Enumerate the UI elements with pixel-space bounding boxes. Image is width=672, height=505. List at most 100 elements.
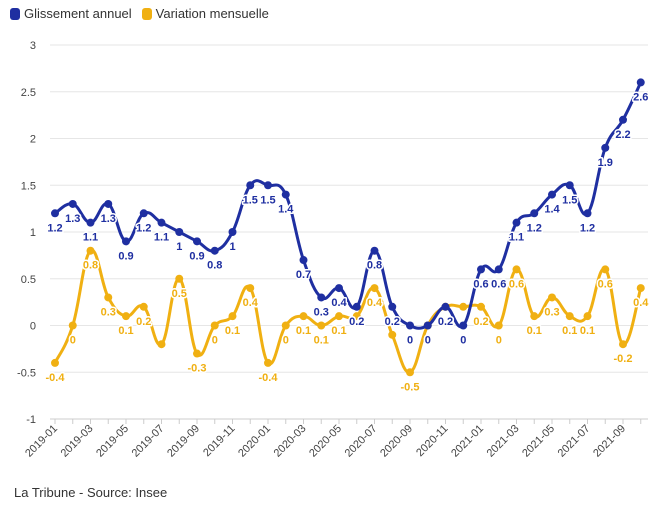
data-point-variation-mensuelle [246, 284, 255, 293]
data-point-glissement-annuel [68, 199, 77, 208]
x-tick-label: 2019-05 [94, 423, 131, 460]
data-point-variation-mensuelle [228, 312, 237, 321]
data-label-variation-mensuelle: 0 [70, 335, 76, 347]
data-point-glissement-annuel [86, 218, 95, 227]
x-tick-label: 2020-11 [414, 423, 450, 459]
data-label-variation-mensuelle: 0.4 [633, 297, 649, 309]
data-point-variation-mensuelle [264, 358, 272, 367]
data-point-variation-mensuelle [68, 321, 77, 330]
data-label-variation-mensuelle: 0.6 [509, 278, 524, 290]
data-point-variation-mensuelle [548, 293, 556, 302]
chart-source: La Tribune - Source: Insee [14, 485, 168, 500]
data-point-glissement-annuel [104, 199, 113, 208]
legend-label-variation-mensuelle: Variation mensuelle [155, 6, 269, 21]
data-label-variation-mensuelle: 0.1 [296, 325, 311, 337]
x-tick-label: 2019-01 [23, 423, 60, 460]
data-label-variation-mensuelle: 0.5 [172, 288, 187, 300]
chart-legend: Glissement annuel Variation mensuelle [10, 6, 269, 21]
data-label-glissement-annuel: 0.7 [296, 269, 311, 281]
data-label-glissement-annuel: 1 [176, 241, 182, 253]
data-point-glissement-annuel [601, 143, 610, 152]
data-label-glissement-annuel: 2.6 [633, 91, 648, 103]
data-label-glissement-annuel: 0 [407, 335, 413, 347]
data-point-glissement-annuel [299, 256, 308, 265]
data-label-glissement-annuel: 1.1 [154, 232, 169, 244]
data-point-glissement-annuel [388, 302, 397, 311]
data-label-glissement-annuel: 1.4 [544, 204, 560, 216]
legend-item-variation-mensuelle[interactable]: Variation mensuelle [141, 6, 269, 21]
data-point-glissement-annuel [583, 209, 592, 218]
data-point-variation-mensuelle [565, 312, 574, 321]
data-point-glissement-annuel [512, 218, 521, 227]
data-label-glissement-annuel: 1.4 [278, 204, 294, 216]
data-label-glissement-annuel: 1.5 [562, 194, 577, 206]
data-point-glissement-annuel [210, 246, 219, 255]
x-tick-label: 2019-11 [201, 423, 237, 459]
x-tick-label: 2020-01 [236, 423, 273, 460]
data-point-variation-mensuelle [281, 321, 290, 330]
legend-swatch-glissement-annuel [10, 7, 20, 20]
data-point-glissement-annuel [51, 209, 59, 218]
data-point-glissement-annuel [246, 181, 255, 190]
data-point-glissement-annuel [459, 321, 468, 330]
data-label-glissement-annuel: 0.6 [491, 278, 506, 290]
legend-item-glissement-annuel[interactable]: Glissement annuel [10, 6, 132, 21]
data-point-glissement-annuel [636, 78, 645, 87]
data-point-glissement-annuel [122, 237, 130, 246]
data-point-variation-mensuelle [583, 312, 592, 321]
data-label-glissement-annuel: 0.3 [314, 306, 329, 318]
data-point-glissement-annuel [494, 265, 503, 274]
data-label-glissement-annuel: 1.3 [65, 213, 80, 225]
data-point-glissement-annuel [530, 209, 539, 218]
data-point-glissement-annuel [228, 228, 237, 236]
data-label-glissement-annuel: 0.2 [438, 316, 453, 328]
data-label-glissement-annuel: 0.9 [189, 250, 204, 262]
data-label-glissement-annuel: 0.8 [367, 260, 382, 272]
y-tick-label: 0 [30, 321, 36, 333]
x-tick-label: 2020-05 [307, 423, 344, 460]
data-label-glissement-annuel: 1.9 [598, 157, 613, 169]
data-point-variation-mensuelle [370, 284, 379, 293]
x-tick-label: 2021-05 [520, 423, 557, 460]
data-point-glissement-annuel [317, 293, 326, 302]
data-point-variation-mensuelle [352, 312, 361, 321]
data-label-variation-mensuelle: 0.2 [473, 316, 488, 328]
data-label-variation-mensuelle: 0.2 [136, 316, 151, 328]
legend-swatch-variation-mensuelle [141, 7, 152, 20]
data-point-variation-mensuelle [51, 358, 59, 367]
x-tick-label: 2021-07 [556, 423, 593, 460]
data-label-glissement-annuel: 2.2 [615, 129, 630, 141]
data-point-glissement-annuel [139, 209, 148, 218]
data-label-variation-mensuelle: 0.1 [331, 325, 346, 337]
data-label-glissement-annuel: 0.2 [385, 316, 400, 328]
data-point-variation-mensuelle [122, 312, 130, 321]
data-point-variation-mensuelle [317, 321, 326, 330]
data-point-variation-mensuelle [601, 265, 610, 274]
data-point-variation-mensuelle [299, 312, 308, 321]
x-tick-label: 2020-09 [378, 423, 415, 460]
data-point-glissement-annuel [157, 218, 166, 227]
data-point-variation-mensuelle [406, 368, 414, 377]
data-point-variation-mensuelle [530, 312, 539, 321]
data-label-glissement-annuel: 0.4 [331, 297, 347, 309]
data-point-glissement-annuel [477, 265, 485, 274]
data-label-glissement-annuel: 1.1 [509, 232, 524, 244]
y-tick-label: 1.5 [21, 180, 36, 192]
data-label-variation-mensuelle: 0.3 [101, 306, 116, 318]
y-tick-label: 2 [30, 134, 36, 146]
data-label-glissement-annuel: 0.8 [207, 260, 222, 272]
data-label-variation-mensuelle: -0.5 [401, 381, 420, 393]
data-point-glissement-annuel [548, 190, 556, 199]
data-label-variation-mensuelle: -0.3 [188, 363, 207, 375]
x-tick-label: 2019-09 [165, 423, 202, 460]
x-tick-label: 2021-01 [449, 423, 486, 460]
data-point-glissement-annuel [619, 115, 627, 124]
data-label-variation-mensuelle: 0 [425, 335, 431, 347]
data-point-glissement-annuel [175, 228, 184, 236]
data-label-variation-mensuelle: 0 [212, 335, 218, 347]
data-point-variation-mensuelle [477, 302, 485, 311]
data-label-glissement-annuel: 0 [460, 335, 466, 347]
data-label-variation-mensuelle: 0.1 [527, 325, 542, 337]
data-label-glissement-annuel: 1.2 [580, 222, 595, 234]
